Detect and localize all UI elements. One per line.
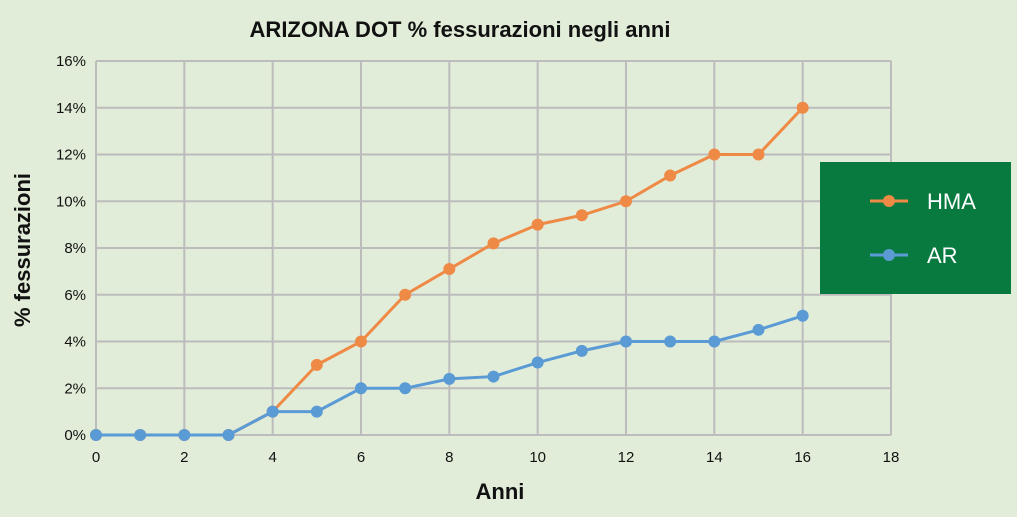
tick-labels: 0 2 4 6 8 10 12 14 16 18 0% 2% 4% 6% 8% 10% 12% 14% 16% xyxy=(56,53,899,466)
data-point xyxy=(134,429,147,441)
data-point xyxy=(178,429,191,441)
data-point xyxy=(310,405,323,418)
x-tick-label: 16 xyxy=(794,449,811,466)
data-point xyxy=(664,169,677,182)
x-tick-label: 6 xyxy=(357,449,365,466)
data-point xyxy=(664,335,677,348)
x-tick-label: 2 xyxy=(180,449,188,466)
x-tick-label: 10 xyxy=(529,449,546,466)
y-tick-label: 0% xyxy=(64,427,86,444)
series-lines xyxy=(90,101,809,441)
data-point xyxy=(487,370,500,383)
data-point xyxy=(531,218,544,231)
y-tick-label: 8% xyxy=(64,240,86,257)
x-tick-label: 4 xyxy=(268,449,276,466)
legend-item: AR xyxy=(870,243,958,268)
y-tick-label: 16% xyxy=(56,53,86,70)
data-point xyxy=(708,335,721,348)
y-tick-label: 14% xyxy=(56,100,86,117)
data-point xyxy=(443,263,456,276)
data-point xyxy=(796,101,809,114)
legend-marker xyxy=(883,195,895,207)
data-point xyxy=(796,309,809,322)
x-axis-title: Anni xyxy=(476,479,525,504)
x-tick-label: 18 xyxy=(883,449,900,466)
data-point xyxy=(90,429,102,441)
y-tick-label: 12% xyxy=(56,147,86,164)
x-tick-label: 0 xyxy=(92,449,100,466)
data-point xyxy=(487,237,500,250)
data-point xyxy=(620,195,632,208)
x-tick-label: 14 xyxy=(706,449,723,466)
x-tick-label: 8 xyxy=(445,449,453,466)
legend-box xyxy=(820,162,1011,294)
y-tick-label: 6% xyxy=(64,287,86,304)
data-point xyxy=(752,148,765,161)
data-point xyxy=(355,335,367,348)
data-point xyxy=(222,429,235,441)
legend: HMA AR xyxy=(820,162,1011,294)
legend-label: HMA xyxy=(927,189,976,214)
y-tick-label: 10% xyxy=(56,193,86,210)
data-point xyxy=(620,335,632,348)
y-axis-title: % fessurazioni xyxy=(10,173,35,327)
x-tick-label: 12 xyxy=(618,449,635,466)
data-point xyxy=(266,405,279,418)
data-point xyxy=(399,382,412,395)
chart-title: ARIZONA DOT % fessurazioni negli anni xyxy=(250,17,671,42)
data-point xyxy=(310,358,323,371)
data-point xyxy=(575,209,588,222)
data-point xyxy=(399,288,412,301)
legend-label: AR xyxy=(927,243,958,268)
data-point xyxy=(752,323,765,336)
data-point xyxy=(355,382,367,395)
data-point xyxy=(531,356,544,369)
y-tick-label: 2% xyxy=(64,380,86,397)
data-point xyxy=(575,344,588,357)
legend-marker xyxy=(883,249,895,261)
series-ar xyxy=(90,309,809,441)
legend-item: HMA xyxy=(870,189,976,214)
data-point xyxy=(443,372,456,385)
y-tick-label: 4% xyxy=(64,334,86,351)
data-point xyxy=(708,148,721,161)
